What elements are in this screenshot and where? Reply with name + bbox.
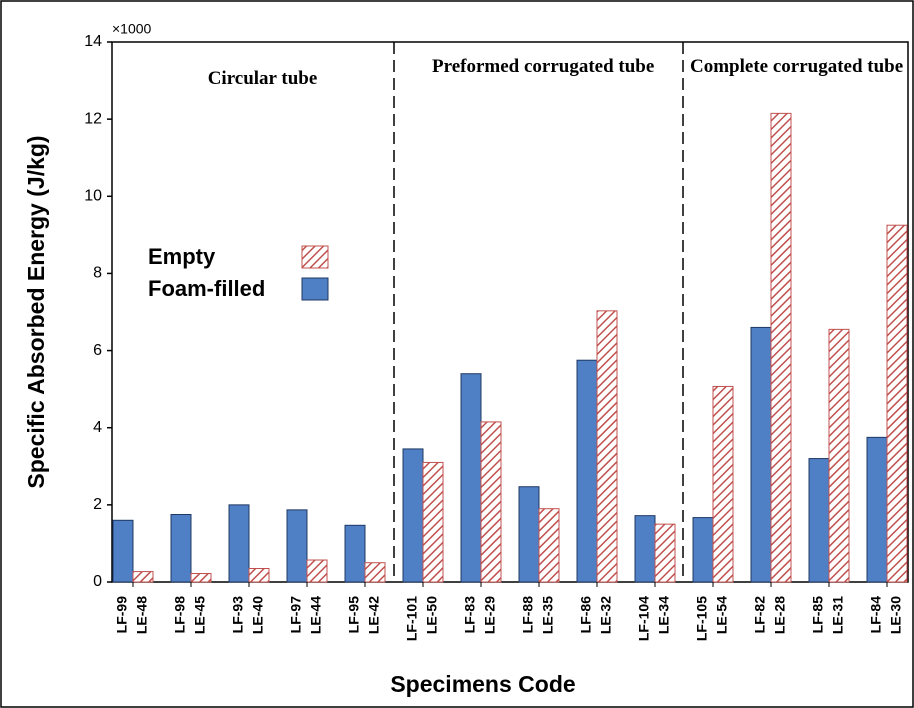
bar <box>518 486 540 583</box>
bar <box>112 519 134 583</box>
x-tick-label: LF-95 <box>346 596 362 634</box>
bar <box>422 461 444 583</box>
x-tick-label: LE-34 <box>656 596 672 634</box>
bar <box>460 373 482 583</box>
x-tick-label: LE-40 <box>250 596 266 634</box>
bar <box>228 504 250 583</box>
x-tick-label: LE-45 <box>192 596 208 634</box>
y-tick-label: 0 <box>93 573 102 590</box>
x-tick-label: LF-93 <box>230 596 246 634</box>
bar <box>828 328 850 583</box>
legend-label: Empty <box>148 244 216 269</box>
section-label: Preformed corrugated tube <box>432 56 655 77</box>
x-tick-label: LF-101 <box>404 596 420 641</box>
y-tick-label: 12 <box>84 110 102 127</box>
bar <box>634 515 656 583</box>
y-tick-label: 4 <box>93 419 102 436</box>
x-tick-label: LE-50 <box>424 596 440 634</box>
bar <box>480 421 502 583</box>
x-tick-label: LE-44 <box>308 596 324 634</box>
x-tick-label: LE-54 <box>714 596 730 634</box>
bar <box>190 573 212 583</box>
x-tick-label: LF-86 <box>578 596 594 634</box>
y-tick-label: 8 <box>93 265 102 282</box>
bar <box>654 523 676 583</box>
x-tick-label: LE-28 <box>772 596 788 634</box>
x-tick-label: LE-29 <box>482 596 498 634</box>
bar <box>808 458 830 583</box>
bar <box>750 326 772 583</box>
legend-label: Foam-filled <box>148 276 265 301</box>
x-tick-label: LE-48 <box>134 596 150 634</box>
y-tick-label: 14 <box>84 33 102 50</box>
bar <box>402 448 424 583</box>
bar <box>248 568 270 583</box>
section-label: Complete corrugated tube <box>690 56 904 77</box>
bar <box>306 559 328 583</box>
x-tick-label: LF-97 <box>288 596 304 634</box>
x-tick-label: LE-31 <box>830 596 846 634</box>
x-tick-label: LF-83 <box>462 596 478 634</box>
bar <box>886 224 908 583</box>
bar <box>344 524 366 583</box>
y-tick-label: 10 <box>84 188 102 205</box>
x-tick-label: LF-105 <box>694 596 710 641</box>
x-tick-label: LF-98 <box>172 596 188 634</box>
y-tick-label: 6 <box>93 342 102 359</box>
x-tick-label: LF-99 <box>114 596 130 634</box>
bar <box>770 112 792 583</box>
bar <box>712 385 734 583</box>
x-tick-label: LE-30 <box>888 596 904 634</box>
bar <box>866 436 888 583</box>
x-tick-label: LE-32 <box>598 596 614 634</box>
y-multiplier: ×1000 <box>112 21 152 37</box>
plot-frame <box>111 41 909 583</box>
bar <box>596 310 618 583</box>
x-tick-label: LE-35 <box>540 596 556 634</box>
legend-swatch <box>301 245 329 269</box>
bar <box>286 509 308 583</box>
x-tick-label: LF-85 <box>810 596 826 634</box>
section-label: Circular tube <box>207 68 318 89</box>
bar <box>538 508 560 583</box>
legend-swatch <box>301 277 329 301</box>
x-axis-title: Specimens Code <box>390 671 575 697</box>
x-tick-label: LF-84 <box>868 596 884 634</box>
y-axis-title: Specific Absorbed Energy (J/kg) <box>23 135 49 488</box>
x-tick-label: LF-104 <box>636 596 652 641</box>
bar <box>132 571 154 583</box>
bar <box>364 562 386 583</box>
x-tick-label: LF-88 <box>520 596 536 634</box>
bar <box>692 517 714 583</box>
bar <box>576 359 598 583</box>
x-tick-label: LE-42 <box>366 596 382 634</box>
x-tick-label: LF-82 <box>752 596 768 634</box>
y-tick-label: 2 <box>93 496 102 513</box>
bar <box>170 514 192 583</box>
